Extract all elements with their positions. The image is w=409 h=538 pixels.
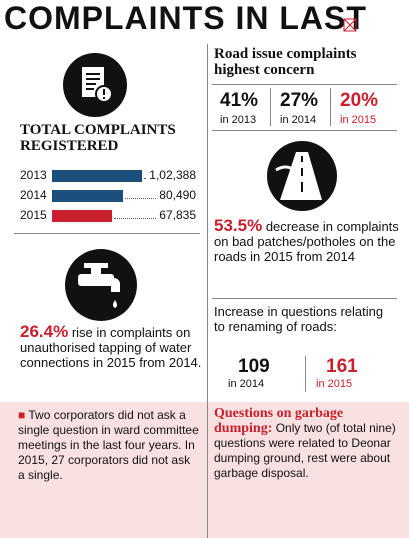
stat-text: decrease in complaints on bad patches/po…	[214, 219, 399, 264]
bar	[52, 170, 142, 182]
divider	[207, 402, 208, 538]
bar-year: 2013	[20, 168, 47, 182]
bar	[52, 190, 123, 202]
leader	[113, 218, 164, 219]
divider	[207, 44, 208, 538]
share-year: in 2015	[340, 114, 377, 126]
bar-label: 67,835	[157, 208, 196, 222]
note-text: Only two (of total nine) questions were …	[214, 421, 396, 480]
bar-label: 1,02,388	[147, 168, 196, 182]
tap-icon	[65, 249, 137, 321]
garbage-note: Questions on garbage dumping: Only two (…	[214, 406, 400, 481]
rule	[212, 130, 397, 131]
count-year: in 2014	[228, 378, 265, 390]
divider	[305, 356, 306, 392]
share-value: 20%	[340, 90, 379, 111]
bar-year: 2015	[20, 208, 47, 222]
share-value: 41%	[220, 90, 259, 111]
share-year: in 2013	[220, 114, 257, 126]
count-value: 109	[238, 356, 270, 377]
document-icon	[63, 53, 127, 117]
divider	[330, 88, 331, 126]
rule	[212, 84, 397, 85]
road-heading: Road issue complaints highest concern	[214, 46, 357, 78]
bar-label: 80,490	[157, 188, 196, 202]
share-value: 27%	[280, 90, 319, 111]
note-text: Two corporators did not ask a single que…	[18, 408, 199, 482]
road-icon	[267, 141, 337, 211]
corporators-note: ■ Two corporators did not ask a single q…	[18, 408, 200, 483]
stat: 53.5%	[214, 216, 263, 235]
title: COMPLAINTS IN LAST	[4, 0, 367, 36]
bullet: ■	[18, 408, 26, 422]
pothole-stat: 53.5% decrease in complaints on bad patc…	[214, 216, 402, 264]
divider	[270, 88, 271, 126]
rule	[212, 298, 397, 299]
rule	[14, 233, 200, 234]
bar-year: 2014	[20, 188, 47, 202]
footer-box	[0, 402, 409, 538]
water-stat: 26.4% rise in complaints on unauthorised…	[20, 322, 202, 370]
note-heading: Questions on garbage dumping:	[214, 406, 344, 436]
box-icon	[343, 18, 357, 32]
count-year: in 2015	[316, 378, 353, 390]
stat-text: rise in complaints on unauthorised tappi…	[20, 325, 202, 370]
bar	[52, 210, 112, 222]
leader	[124, 198, 164, 199]
count-value: 161	[326, 356, 358, 377]
share-year: in 2014	[280, 114, 317, 126]
stat: 26.4%	[20, 322, 69, 341]
total-heading: TOTAL COMPLAINTS REGISTERED	[20, 122, 176, 154]
renaming-text: Increase in questions relating to renami…	[214, 304, 384, 334]
